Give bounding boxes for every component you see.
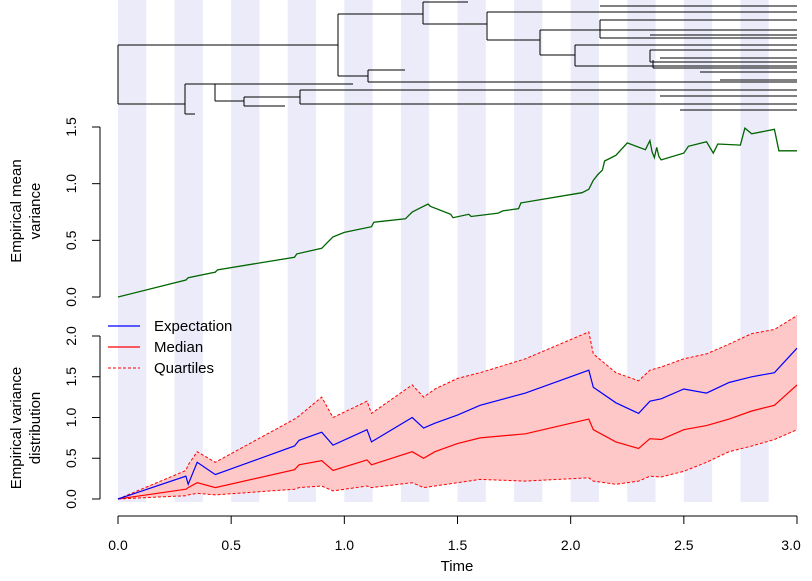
dist-y-label-line1: Empirical variance xyxy=(8,367,25,490)
upper-quartile-line xyxy=(117,315,798,500)
time-x-axis: 0.0 0.5 1.0 1.5 2.0 2.5 3.0 xyxy=(108,515,801,553)
x-tick-label: 1.5 xyxy=(448,537,468,553)
legend: Expectation Median Quartiles xyxy=(108,318,232,377)
phylogenetic-tree xyxy=(117,1,797,115)
x-tick-label: 2.0 xyxy=(561,537,581,553)
x-axis-label: Time xyxy=(441,558,474,575)
legend-label-median: Median xyxy=(154,339,203,356)
mean-y-axis: 0.0 0.5 1.0 1.5 xyxy=(63,117,101,307)
dist-tick-label: 1.5 xyxy=(63,367,79,387)
expectation-line xyxy=(117,347,798,500)
variance-distribution-panel: 0.0 0.5 1.0 1.5 2.0 0.0 0.5 1.0 1.5 2.0 2.5 3.0 Em… xyxy=(8,315,801,575)
x-tick-label: 0.5 xyxy=(221,537,241,553)
mean-tick-label: 1.0 xyxy=(63,174,79,194)
mean-variance-panel: 0.0 0.5 1.0 1.5 Empirical mean variance xyxy=(8,117,797,307)
median-line xyxy=(117,384,798,500)
lower-quartile-line xyxy=(117,429,798,500)
time-band xyxy=(174,0,203,502)
dist-tick-label: 1.0 xyxy=(63,408,79,428)
mean-variance-line xyxy=(117,126,797,298)
x-tick-label: 1.0 xyxy=(335,537,355,553)
mean-tick-label: 0.5 xyxy=(63,230,79,250)
legend-label-quartiles: Quartiles xyxy=(154,360,214,377)
mean-y-label-line2: variance xyxy=(27,183,44,240)
x-tick-label: 0.0 xyxy=(108,537,128,553)
x-tick-label: 3.0 xyxy=(781,537,801,553)
mean-tick-label: 1.5 xyxy=(63,117,79,137)
legend-label-expectation: Expectation xyxy=(154,318,232,335)
mean-tick-label: 0.0 xyxy=(63,287,79,307)
distribution-y-axis: 0.0 0.5 1.0 1.5 2.0 xyxy=(63,326,101,509)
time-band xyxy=(118,0,147,502)
time-band xyxy=(231,0,260,502)
dist-tick-label: 0.5 xyxy=(63,448,79,468)
dist-tick-label: 0.0 xyxy=(63,489,79,509)
dist-tick-label: 2.0 xyxy=(63,326,79,346)
mean-y-label-line1: Empirical mean xyxy=(8,159,25,262)
x-tick-label: 2.5 xyxy=(674,537,694,553)
quartile-band xyxy=(118,315,797,499)
dist-y-label-line2: distribution xyxy=(27,392,44,465)
